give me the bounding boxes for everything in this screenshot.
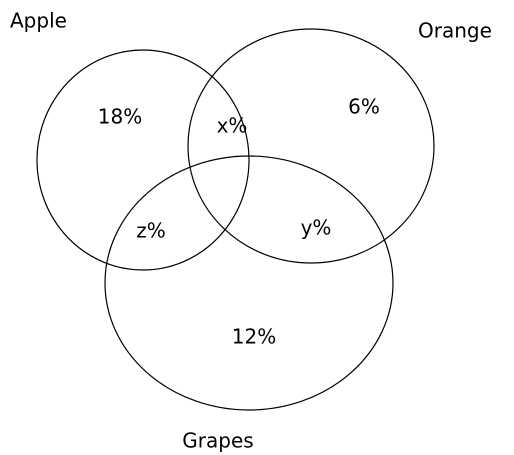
region-label: 18% — [98, 105, 142, 129]
set-label: Grapes — [182, 429, 253, 453]
set-label: Orange — [418, 19, 492, 43]
apple-circle — [36, 49, 250, 271]
region-label: 6% — [348, 95, 380, 119]
grapes-circle — [104, 155, 394, 411]
region-label: 12% — [232, 325, 276, 349]
set-label: Apple — [10, 9, 67, 33]
orange-circle — [187, 28, 435, 264]
region-label: z% — [136, 219, 166, 243]
region-label: x% — [217, 114, 248, 138]
region-label: y% — [301, 216, 332, 240]
